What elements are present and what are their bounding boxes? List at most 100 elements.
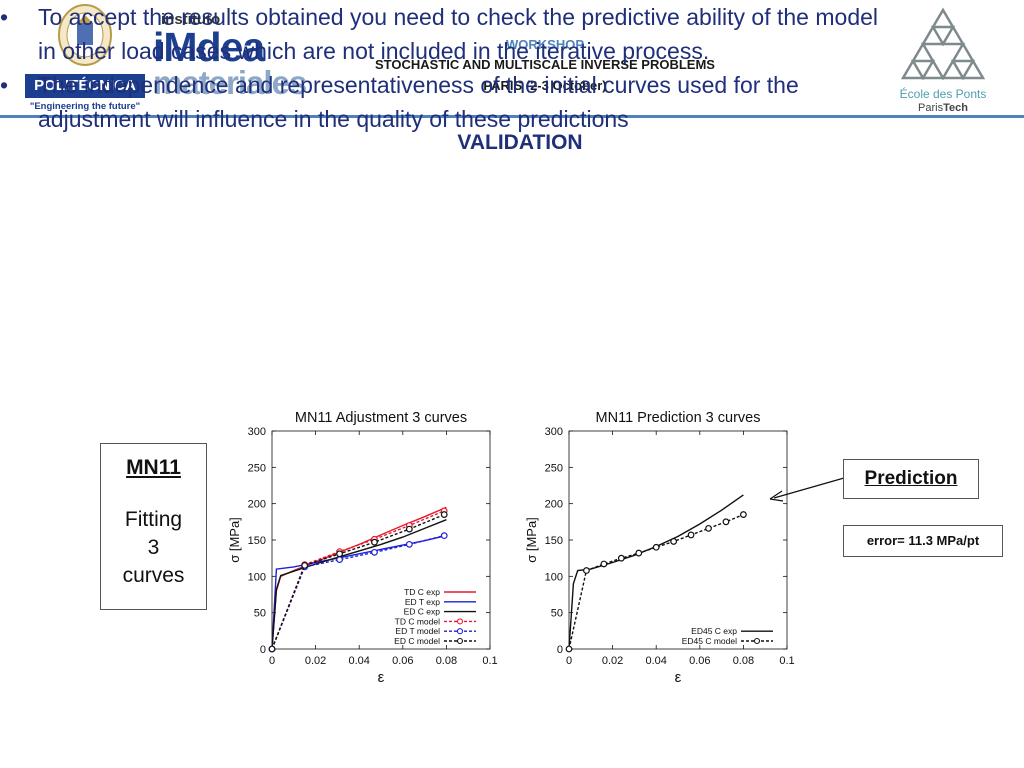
- data-point: [722, 518, 730, 526]
- legend-label: ED C exp: [404, 607, 441, 617]
- legend-label: TD C model: [395, 616, 440, 626]
- bullet-marker: •: [0, 72, 9, 98]
- data-point: [440, 511, 448, 518]
- data-point: [301, 562, 309, 569]
- x-tick-label: 0.06: [689, 655, 710, 667]
- data-point: [670, 538, 678, 545]
- x-tick-label: 0.02: [602, 655, 623, 667]
- chart-title: MN11 Adjustment 3 curves: [295, 410, 467, 426]
- x-tick-label: 0.1: [779, 655, 794, 667]
- data-point: [565, 645, 573, 653]
- legend-label: TD C exp: [404, 587, 440, 597]
- paristech-a: Paris: [918, 102, 944, 114]
- data-point: [739, 511, 747, 518]
- prediction-box: Prediction: [843, 459, 979, 499]
- legend-marker: [753, 637, 761, 645]
- bullet-text: To accept the results obtained you need …: [38, 4, 879, 64]
- y-tick-label: 100: [545, 571, 563, 583]
- y-tick-label: 300: [248, 426, 266, 438]
- y-tick-label: 100: [248, 571, 266, 583]
- series-line: [271, 513, 445, 650]
- x-tick-label: 0.02: [305, 655, 326, 667]
- y-tick-label: 200: [248, 499, 266, 511]
- bullet-text: The independence and representativeness …: [38, 72, 799, 132]
- ecole-des-ponts-logo: École des Ponts ParisTech: [888, 6, 998, 116]
- y-tick-label: 300: [545, 426, 563, 438]
- university-seal-icon: [58, 4, 112, 66]
- fitting-curves: curves: [122, 564, 185, 587]
- series-line: [568, 513, 744, 650]
- y-tick-label: 50: [254, 608, 266, 620]
- fitting-label: Fitting: [124, 508, 183, 531]
- data-point: [405, 525, 413, 533]
- imdea-line1: instituto: [161, 11, 221, 28]
- x-tick-label: 0.08: [436, 655, 457, 667]
- bullet-item: • The independence and representativeness…: [0, 68, 900, 136]
- data-point: [600, 560, 608, 568]
- data-point: [336, 556, 343, 564]
- y-tick-label: 250: [545, 462, 563, 474]
- politecnica-brand: POLITÉCNICA: [25, 74, 145, 98]
- x-tick-label: 0: [269, 655, 275, 667]
- data-point: [268, 645, 276, 653]
- workshop-name: STOCHASTIC AND MULTISCALE INVERSE PROBLE…: [375, 57, 715, 72]
- error-label: error= 11.3 MPa/pt: [866, 533, 980, 548]
- prediction-arrow: [769, 477, 845, 502]
- fitting-count: 3: [147, 536, 160, 559]
- imdea-logo: instituto iMdea materiales: [153, 12, 308, 102]
- paristech-b: Tech: [943, 102, 968, 114]
- bullet-item: • To accept the results obtained you need…: [0, 0, 900, 68]
- prediction-chart: MN11 Prediction 3 curves 0 0.02 0.04 0.06 0.0…: [524, 410, 795, 686]
- x-axis-label: ε: [675, 669, 682, 686]
- mn11-title: MN11: [126, 456, 181, 479]
- data-point: [336, 550, 343, 558]
- imdea-dea: dea: [196, 24, 266, 70]
- data-point: [617, 554, 625, 562]
- data-point: [652, 543, 660, 551]
- x-tick-label: 0.04: [645, 655, 666, 667]
- paristech-label: ParisTech: [888, 102, 998, 114]
- x-tick-label: 0.1: [482, 655, 497, 667]
- sierpinski-triangle-icon: [900, 7, 986, 81]
- y-tick-label: 0: [557, 644, 563, 656]
- y-axis-label: σ [MPa]: [227, 517, 242, 563]
- data-point: [687, 531, 695, 539]
- data-point: [440, 532, 448, 540]
- x-axis-label: ε: [378, 669, 385, 686]
- imdea-im: iM: [153, 24, 198, 70]
- y-tick-label: 50: [551, 608, 563, 620]
- series-line: [271, 534, 445, 650]
- legend-label: ED45 C exp: [691, 626, 737, 636]
- x-tick-label: 0.04: [348, 655, 369, 667]
- prediction-label: Prediction: [864, 468, 958, 489]
- imdea-line3: materiales: [153, 64, 307, 101]
- data-point: [635, 549, 643, 557]
- legend-label: ED45 C model: [682, 636, 737, 646]
- politecnica-logo: POLITÉCNICA "Engineering the future": [25, 3, 145, 112]
- x-tick-label: 0.08: [733, 655, 754, 667]
- data-point: [583, 567, 590, 574]
- error-box: error= 11.3 MPa/pt: [843, 525, 1003, 557]
- y-tick-label: 150: [248, 535, 266, 547]
- legend-label: ED T model: [395, 626, 440, 636]
- workshop-label: WORKSHOP: [506, 37, 584, 52]
- legend-marker: [456, 637, 464, 645]
- politecnica-tagline: "Engineering the future": [29, 101, 141, 112]
- x-tick-label: 0.06: [392, 655, 413, 667]
- y-tick-label: 150: [545, 535, 563, 547]
- y-axis-label: σ [MPa]: [524, 517, 539, 563]
- series-line: [568, 494, 744, 650]
- legend-label: ED C model: [394, 636, 440, 646]
- data-point: [705, 524, 712, 532]
- data-point: [371, 538, 378, 546]
- legend-marker: [456, 618, 464, 625]
- bullet-marker: •: [0, 4, 9, 30]
- legend-label: ED T exp: [405, 597, 440, 607]
- chart-title: MN11 Prediction 3 curves: [596, 410, 761, 426]
- header-divider: [0, 115, 1024, 118]
- y-tick-label: 250: [248, 462, 266, 474]
- legend-marker: [456, 628, 464, 635]
- ecole-name: École des Ponts: [899, 87, 987, 101]
- adjustment-chart: MN11 Adjustment 3 curves 0 0.02 0.04 0.06 0.0…: [227, 410, 498, 686]
- x-tick-label: 0: [566, 655, 572, 667]
